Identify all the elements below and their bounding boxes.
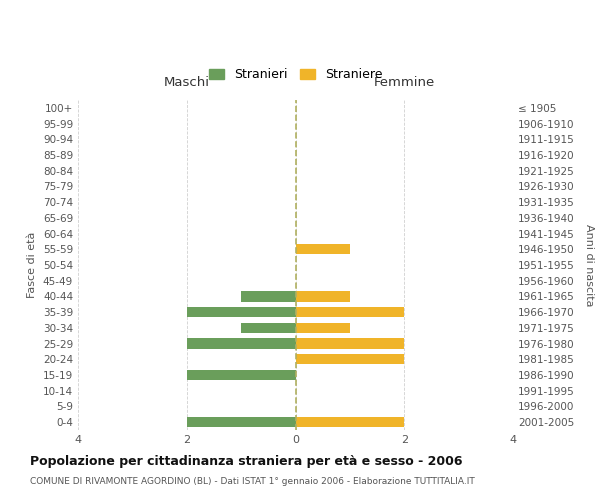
Bar xyxy=(241,323,296,333)
Bar xyxy=(187,338,296,348)
Bar xyxy=(241,292,296,302)
Bar xyxy=(296,244,350,254)
Legend: Stranieri, Straniere: Stranieri, Straniere xyxy=(204,64,387,86)
Bar xyxy=(296,292,350,302)
Text: Femmine: Femmine xyxy=(374,76,435,89)
Bar xyxy=(296,338,404,348)
Bar xyxy=(187,417,296,427)
Bar xyxy=(296,323,350,333)
Text: Popolazione per cittadinanza straniera per età e sesso - 2006: Popolazione per cittadinanza straniera p… xyxy=(30,455,463,468)
Bar xyxy=(296,307,404,318)
Bar xyxy=(296,417,404,427)
Text: Maschi: Maschi xyxy=(164,76,210,89)
Bar xyxy=(187,370,296,380)
Text: COMUNE DI RIVAMONTE AGORDINO (BL) - Dati ISTAT 1° gennaio 2006 - Elaborazione TU: COMUNE DI RIVAMONTE AGORDINO (BL) - Dati… xyxy=(30,478,475,486)
Y-axis label: Anni di nascita: Anni di nascita xyxy=(584,224,594,306)
Bar xyxy=(187,307,296,318)
Bar xyxy=(296,354,404,364)
Y-axis label: Fasce di età: Fasce di età xyxy=(28,232,37,298)
